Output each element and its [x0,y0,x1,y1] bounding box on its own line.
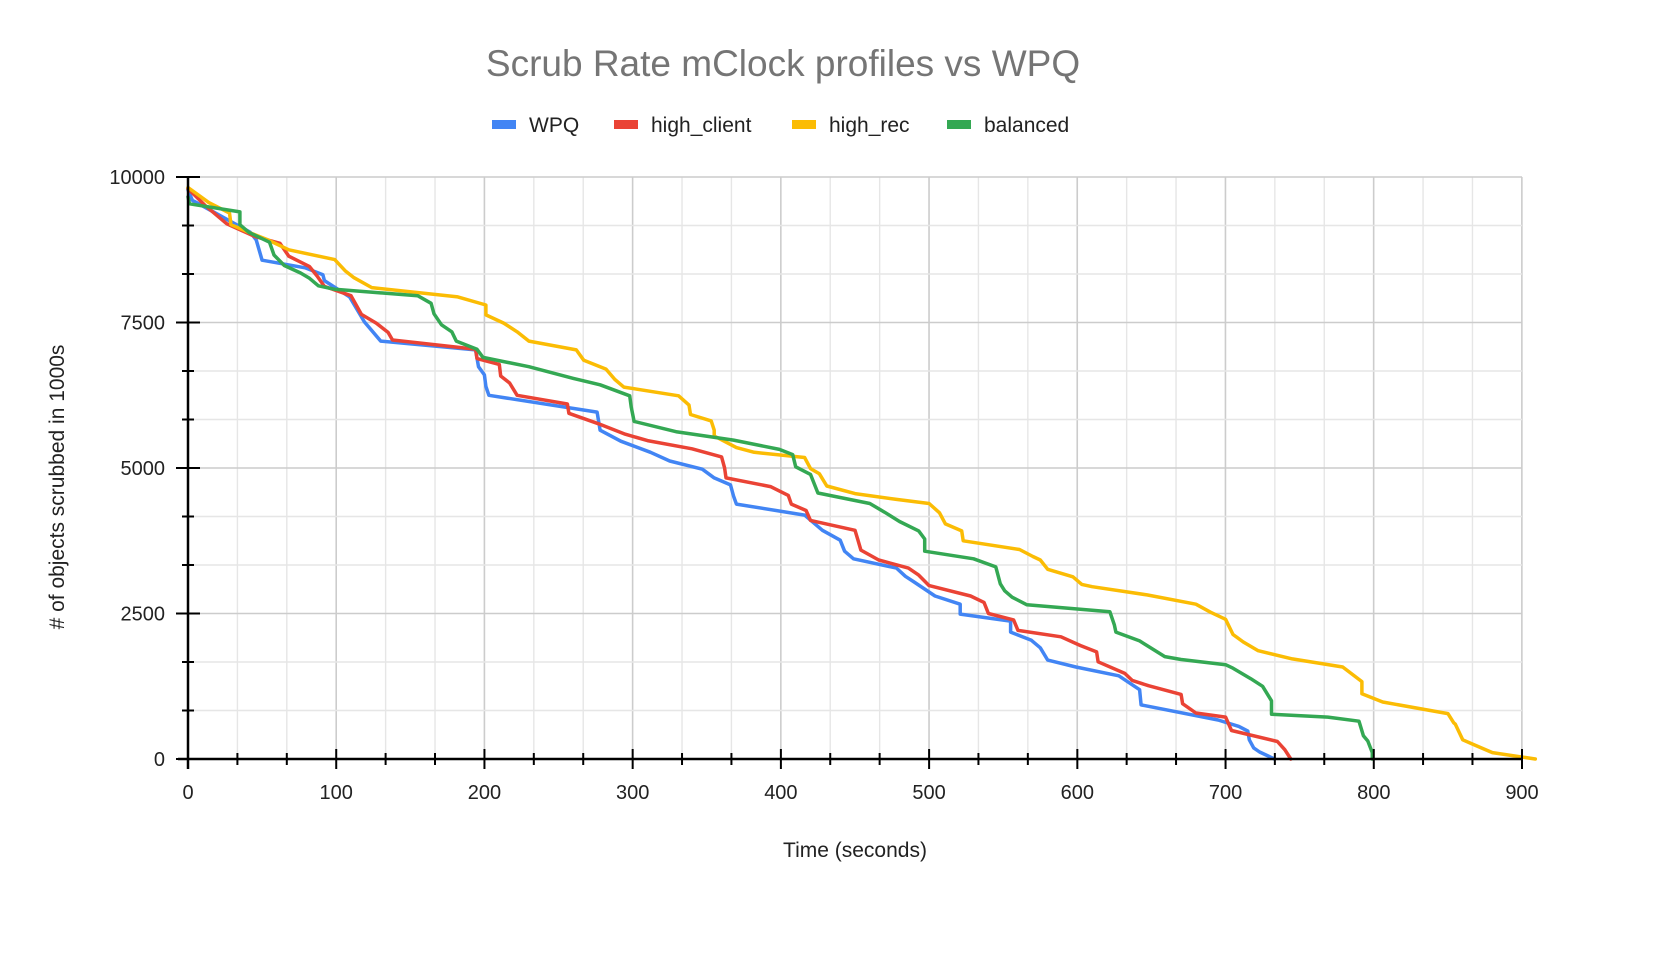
axes [176,176,1523,769]
y-tick-label: 10000 [109,167,165,189]
x-tick-label: 600 [1061,782,1094,804]
y-tick-label: 2500 [121,604,166,626]
legend-item-high-rec[interactable]: high_rec [792,114,910,137]
x-axis-title: Time (seconds) [783,839,927,862]
x-tick-label: 300 [616,782,649,804]
series-line-high-client [186,186,1293,761]
series-line-balanced [186,195,1375,761]
legend-label: balanced [984,114,1069,137]
y-tick-label: 5000 [121,458,166,480]
series-line-high-rec [186,185,1538,761]
legend-item-wpq[interactable]: WPQ [492,114,579,137]
legend-swatch [614,120,638,129]
x-tick-label: 200 [468,782,501,804]
legend-label: high_rec [829,114,910,137]
x-tick-label: 500 [912,782,945,804]
x-tick-label: 800 [1357,782,1390,804]
legend-item-high-client[interactable]: high_client [614,114,752,137]
x-tick-label: 100 [320,782,353,804]
x-tick-label: 900 [1505,782,1538,804]
tick-labels: 0 100 200 300 400 500 600 700 800 900 0 2500 5000 750… [109,167,1538,804]
legend-swatch [792,120,816,129]
legend-label: high_client [651,114,752,137]
x-tick-label: 700 [1209,782,1242,804]
legend: WPQ high_client high_rec balanced [492,114,1069,137]
x-tick-label: 0 [182,782,193,804]
y-axis-title: # of objects scrubbed in 1000s [46,345,69,630]
legend-item-balanced[interactable]: balanced [947,114,1069,137]
series-lines [186,185,1538,761]
y-tick-label: 0 [154,749,165,771]
y-tick-label: 7500 [121,313,166,335]
chart-title: Scrub Rate mClock profiles vs WPQ [486,43,1080,84]
legend-swatch [492,120,516,129]
legend-label: WPQ [529,114,579,137]
gridlines [187,176,1523,760]
x-tick-label: 400 [764,782,797,804]
legend-swatch [947,120,971,129]
